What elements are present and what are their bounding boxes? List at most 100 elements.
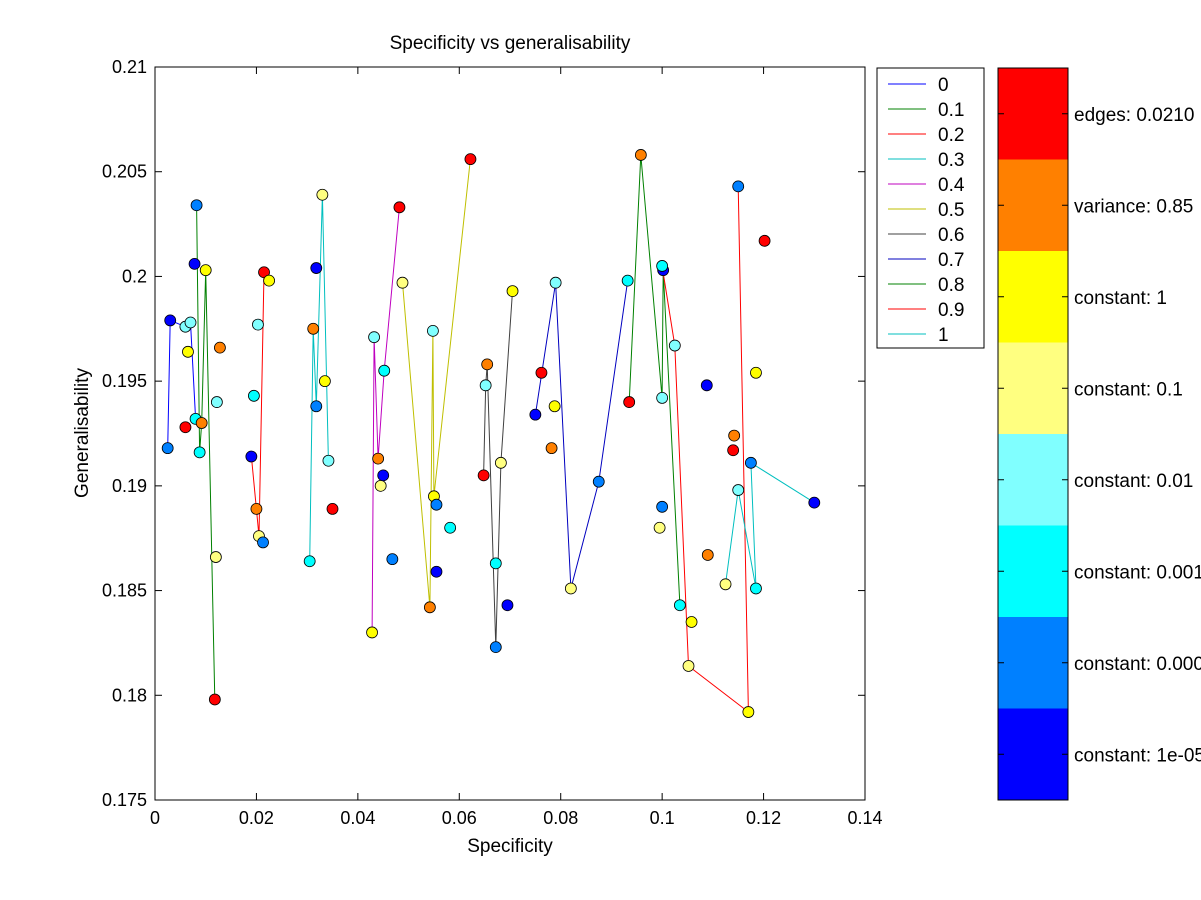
colorbar-segment [998,342,1068,434]
data-point [673,599,686,612]
data-point [252,318,264,331]
data-point [501,599,514,612]
data-point [430,498,443,511]
y-tick-label: 0.205 [102,162,147,182]
y-tick-label: 0.2 [122,266,147,286]
legend-label: 0.7 [938,250,964,271]
data-point [732,484,745,496]
colorbar-frame [997,67,1069,801]
y-tick-label: 0.175 [102,790,147,810]
data-point [368,331,380,344]
data-point [656,260,669,272]
colorbar-label: constant: 0.01 [1074,471,1193,492]
series-line-0.6 [483,291,513,648]
data-point [184,316,197,329]
x-tick-label: 0.06 [442,808,477,828]
data-point [623,396,636,408]
data-point [732,180,745,193]
data-point [535,366,548,379]
data-point [728,429,741,442]
data-point [310,400,323,413]
data-point [190,199,203,212]
data-point [188,257,201,270]
data-point [494,456,507,469]
legend-label: 0.8 [938,275,964,296]
y-axis: 0.175 0.18 0.185 0.19 0.195 0.2 0.205 0.21 [102,57,865,810]
data-point [634,149,647,161]
data-point [257,536,269,549]
colorbar-segment [998,251,1068,343]
data-point [549,276,562,289]
colorbar-label: constant: 0.001 [1074,562,1201,583]
data-point [195,417,208,429]
data-point [444,521,457,534]
data-point [479,379,492,392]
colorbar-label: constant: 0.0001 [1074,654,1201,675]
data-point [701,549,714,561]
data-point [179,421,192,434]
colorbar-label: constant: 0.1 [1074,379,1183,400]
data-point [489,557,502,570]
data-point [316,188,329,201]
data-point [310,262,323,274]
data-point [808,496,821,509]
data-point [263,274,276,287]
data-point [481,358,494,371]
colorbar-segment [998,434,1068,526]
colorbar-segment [998,617,1068,709]
legend-label: 0.4 [938,175,965,196]
data-point [193,446,206,459]
data-point [489,641,502,654]
data-point [245,450,258,463]
data-point [210,396,223,408]
x-tick-label: 0.02 [239,808,274,828]
colorbar-segment [998,708,1068,800]
data-point [378,364,391,377]
y-tick-label: 0.195 [102,371,147,391]
colorbar-segment [998,68,1068,160]
data-point [529,408,542,421]
legend-label: 1 [938,325,949,346]
data-point [386,553,399,566]
x-tick-label: 0.08 [543,808,578,828]
data-point [653,521,666,534]
data-point [564,582,577,595]
legend-label: 0.3 [938,150,964,171]
data-point [700,379,713,392]
y-tick-label: 0.18 [112,685,147,705]
data-point [427,324,439,337]
y-tick-label: 0.21 [112,57,147,77]
x-axis: 0 0.02 0.04 0.06 0.08 0.1 0.12 0.14 [150,67,883,828]
data-point [750,366,762,379]
data-point [208,693,221,706]
data-point [744,456,757,469]
data-point [326,502,339,515]
data-point [199,264,212,277]
data-point [742,706,755,718]
data-point [372,452,385,465]
data-point [423,601,436,614]
data-point [668,339,681,352]
data-point [209,551,222,563]
data-point [727,444,740,457]
data-point [545,442,558,455]
data-point [592,475,605,488]
colorbar-segment [998,159,1068,251]
data-point [164,314,177,327]
data-point [366,626,378,639]
legend: 0 0.1 0.2 0.3 0.4 0.5 0.6 0.7 0.8 0.9 1 [876,67,985,349]
data-point [719,578,732,591]
data-point [506,285,519,297]
data-point [377,469,390,482]
data-point [322,454,335,467]
data-point [621,274,634,287]
data-point [430,565,443,578]
data-point [247,389,260,402]
data-point [318,375,331,388]
data-point [477,469,490,482]
data-point [303,555,316,568]
colorbar-label: edges: 0.0210 [1074,105,1194,126]
legend-label: 0.9 [938,300,964,321]
data-point [374,479,387,492]
x-tick-label: 0 [150,808,160,828]
